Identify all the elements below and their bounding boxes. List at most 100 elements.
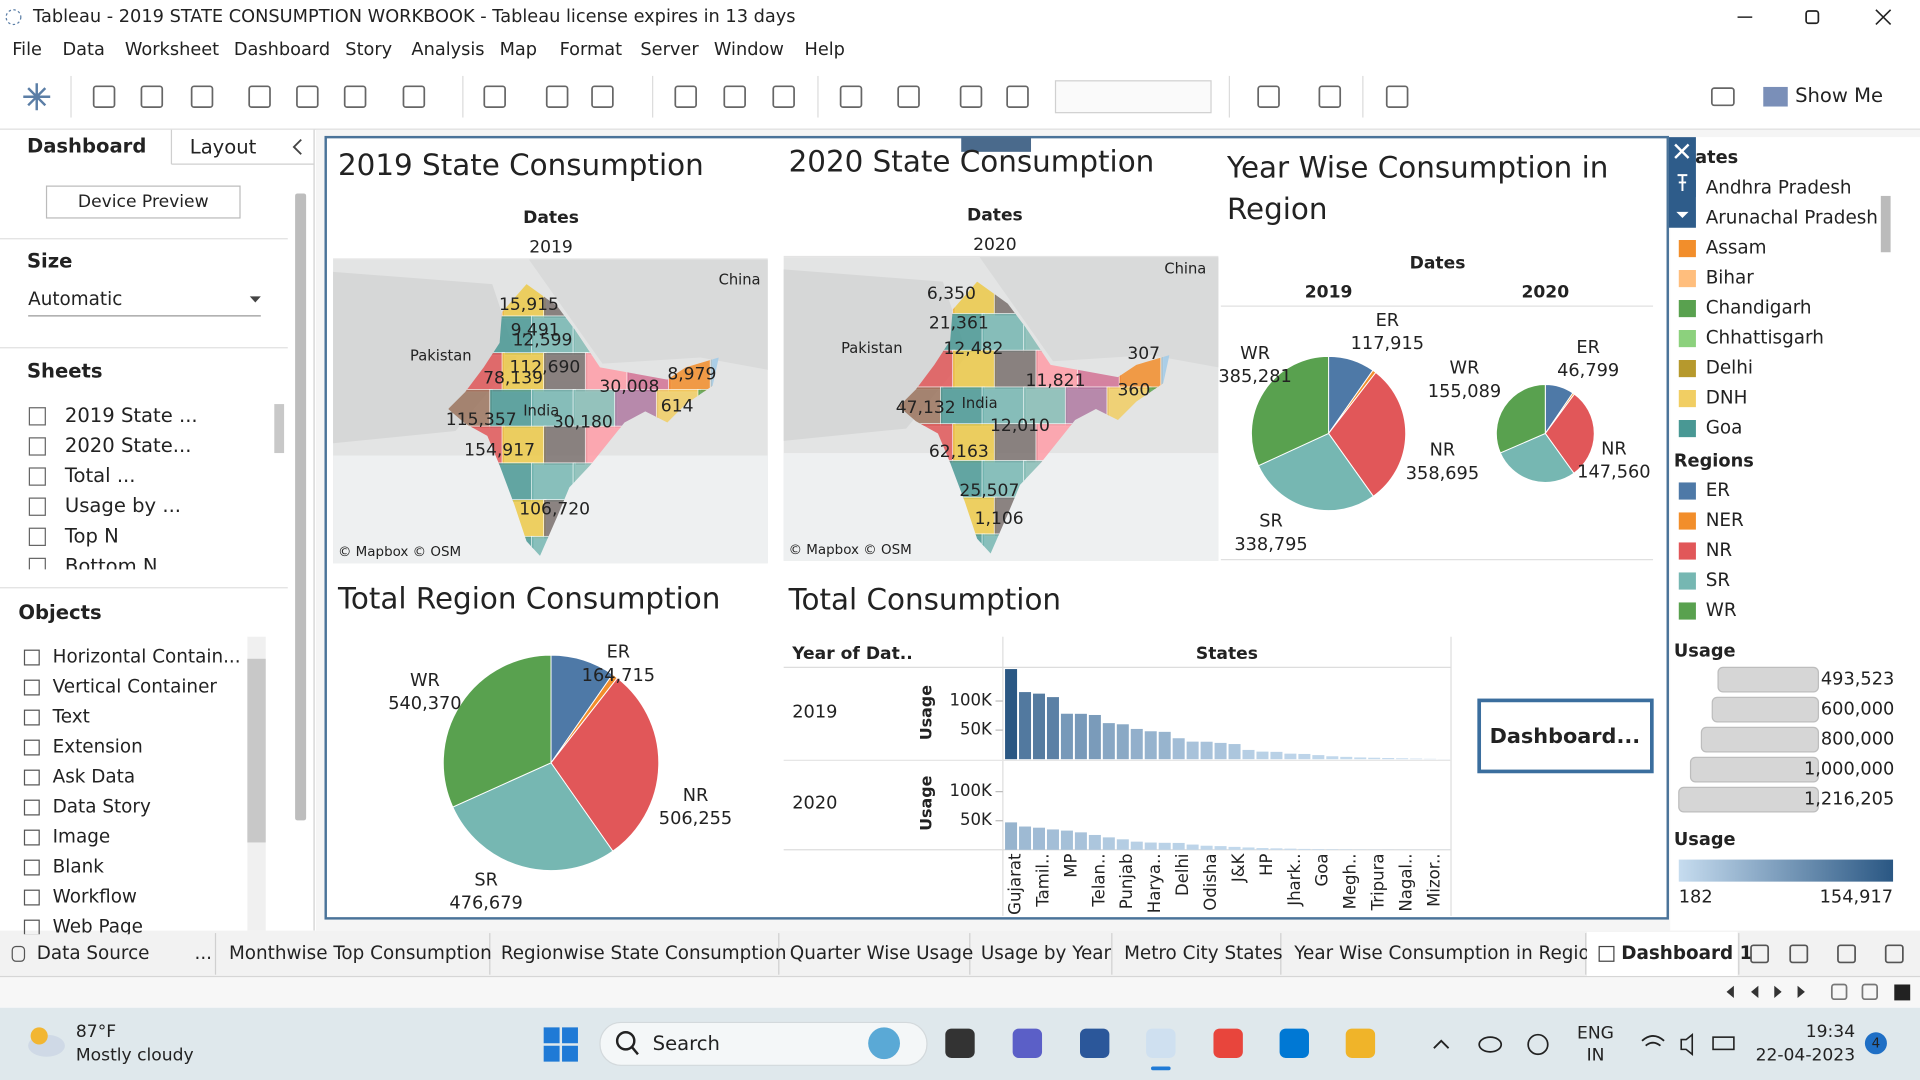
object-icon[interactable]	[23, 799, 40, 816]
sheet-tab[interactable]: Year Wise Consumption in Region	[1293, 943, 1601, 964]
toolbar-button[interactable]	[897, 85, 920, 108]
toolbar-button[interactable]	[402, 85, 426, 108]
menu-button[interactable]	[1676, 211, 1689, 218]
menu-item[interactable]: Window	[714, 40, 784, 60]
nav-button[interactable]	[1797, 985, 1805, 998]
new-sheet-button[interactable]	[1837, 944, 1856, 964]
menu-item[interactable]: Dashboard	[234, 40, 330, 60]
object-item[interactable]: Image	[53, 827, 110, 848]
frame-handle[interactable]	[961, 137, 1032, 152]
show-me[interactable]: Show Me	[1795, 84, 1883, 107]
legend-item[interactable]: Delhi	[1706, 358, 1753, 379]
object-icon[interactable]	[23, 889, 40, 906]
toolbar-button[interactable]	[959, 85, 983, 108]
notification-count[interactable]: 4	[1872, 1036, 1881, 1051]
language-region[interactable]: IN	[1587, 1046, 1605, 1066]
object-item[interactable]: Blank	[53, 857, 105, 878]
legend-item[interactable]: Bihar	[1706, 268, 1755, 289]
new-sheet-button[interactable]	[1789, 944, 1809, 964]
tray-overflow[interactable]	[1433, 1039, 1450, 1049]
device-preview-label[interactable]: Device Preview	[78, 192, 209, 212]
legend-item[interactable]: WR	[1706, 600, 1737, 621]
sheet-icon[interactable]	[28, 527, 46, 546]
taskbar-app[interactable]	[1213, 1028, 1243, 1058]
object-icon[interactable]	[23, 649, 40, 666]
toolbar-button[interactable]	[839, 85, 863, 108]
object-item[interactable]: Workflow	[53, 887, 137, 908]
menu-item[interactable]: Data	[62, 40, 104, 60]
object-icon[interactable]	[23, 859, 40, 876]
notification-badge[interactable]	[1864, 1032, 1887, 1055]
toolbar-button[interactable]	[723, 85, 746, 108]
sheet-icon[interactable]	[28, 407, 46, 426]
new-sheet-button[interactable]	[1750, 944, 1770, 964]
panel-tab[interactable]: Layout	[190, 136, 257, 159]
panel-tab[interactable]: Dashboard	[27, 134, 146, 157]
sheet-tab[interactable]: Monthwise Top Consumption	[229, 943, 492, 964]
object-icon[interactable]	[23, 709, 40, 726]
sheet-tab[interactable]: Regionwise State Consumption	[501, 943, 787, 964]
weather-temperature[interactable]: 87°F	[76, 1022, 116, 1042]
device-preview-button[interactable]	[45, 185, 241, 219]
sheet-item[interactable]: Total ...	[64, 464, 136, 487]
toolbar-button[interactable]	[591, 85, 614, 108]
object-icon[interactable]	[23, 919, 40, 935]
sheet-tab[interactable]: Metro City States	[1124, 943, 1283, 964]
view-button[interactable]	[1830, 983, 1848, 1001]
taskbar-app[interactable]	[945, 1028, 975, 1058]
taskbar-app[interactable]	[1279, 1028, 1309, 1058]
data-source-tab[interactable]: Data Source	[37, 943, 150, 964]
legend-item[interactable]: Assam	[1706, 238, 1767, 259]
taskbar-app[interactable]	[1146, 1028, 1176, 1058]
wifi-icon[interactable]	[1641, 1035, 1665, 1047]
sheet-item[interactable]: 2020 State...	[65, 434, 192, 457]
object-item[interactable]: Vertical Container	[53, 677, 218, 698]
object-icon[interactable]	[23, 739, 40, 756]
close-button[interactable]	[1875, 9, 1892, 26]
tableau-logo[interactable]	[23, 83, 51, 111]
toolbar-button[interactable]	[296, 85, 319, 108]
scrollbar-thumb[interactable]	[295, 193, 307, 821]
sheet-icon[interactable]	[28, 467, 46, 486]
legend-item[interactable]: NER	[1706, 510, 1744, 531]
object-item[interactable]: Text	[52, 707, 90, 728]
legend-item[interactable]: Chhattisgarh	[1706, 328, 1824, 349]
sheet-icon[interactable]	[28, 557, 46, 575]
menu-item[interactable]: Server	[640, 40, 699, 60]
object-item[interactable]: Data Story	[53, 797, 151, 818]
nav-button[interactable]	[1751, 985, 1759, 998]
legend-item[interactable]: NR	[1706, 540, 1733, 561]
toolbar-button[interactable]	[92, 85, 116, 108]
sheet-icon[interactable]	[28, 497, 46, 516]
toolbar-button[interactable]	[1385, 85, 1409, 108]
toolbar-button[interactable]	[1006, 85, 1029, 108]
object-item[interactable]: Ask Data	[53, 767, 135, 788]
menu-item[interactable]: Map	[500, 40, 537, 60]
toolbar-button[interactable]	[343, 85, 367, 108]
legend-item[interactable]: Arunachal Pradesh	[1706, 208, 1878, 229]
sheet-tab[interactable]: Usage by Year	[981, 943, 1112, 964]
object-item[interactable]: Extension	[53, 737, 143, 758]
object-icon[interactable]	[23, 679, 40, 696]
object-icon[interactable]	[23, 829, 40, 846]
object-icon[interactable]	[23, 769, 40, 786]
menu-item[interactable]: Story	[345, 40, 392, 60]
maximize-button[interactable]	[1805, 10, 1820, 25]
taskbar-app[interactable]	[1080, 1028, 1110, 1058]
presentation-button[interactable]	[1710, 87, 1735, 107]
dashboard-button[interactable]	[1477, 698, 1654, 774]
toolbar-button[interactable]	[772, 85, 795, 108]
weather-text[interactable]: Mostly cloudy	[76, 1046, 194, 1066]
taskbar-app[interactable]	[1345, 1028, 1376, 1058]
language[interactable]: ENG	[1577, 1023, 1614, 1043]
sheet-item[interactable]: Top N	[64, 524, 119, 547]
toolbar-button[interactable]	[674, 85, 697, 108]
start-button[interactable]	[543, 1027, 578, 1062]
legend-item[interactable]: Chandigarh	[1706, 298, 1812, 319]
toolbar-dropdown[interactable]	[1054, 80, 1212, 114]
toolbar-button[interactable]	[1257, 85, 1280, 108]
show-me-icon[interactable]	[1763, 86, 1788, 107]
collapse-button[interactable]	[292, 138, 302, 155]
menu-item[interactable]: Worksheet	[125, 40, 219, 60]
sheet-item[interactable]: Bottom N	[65, 554, 158, 577]
